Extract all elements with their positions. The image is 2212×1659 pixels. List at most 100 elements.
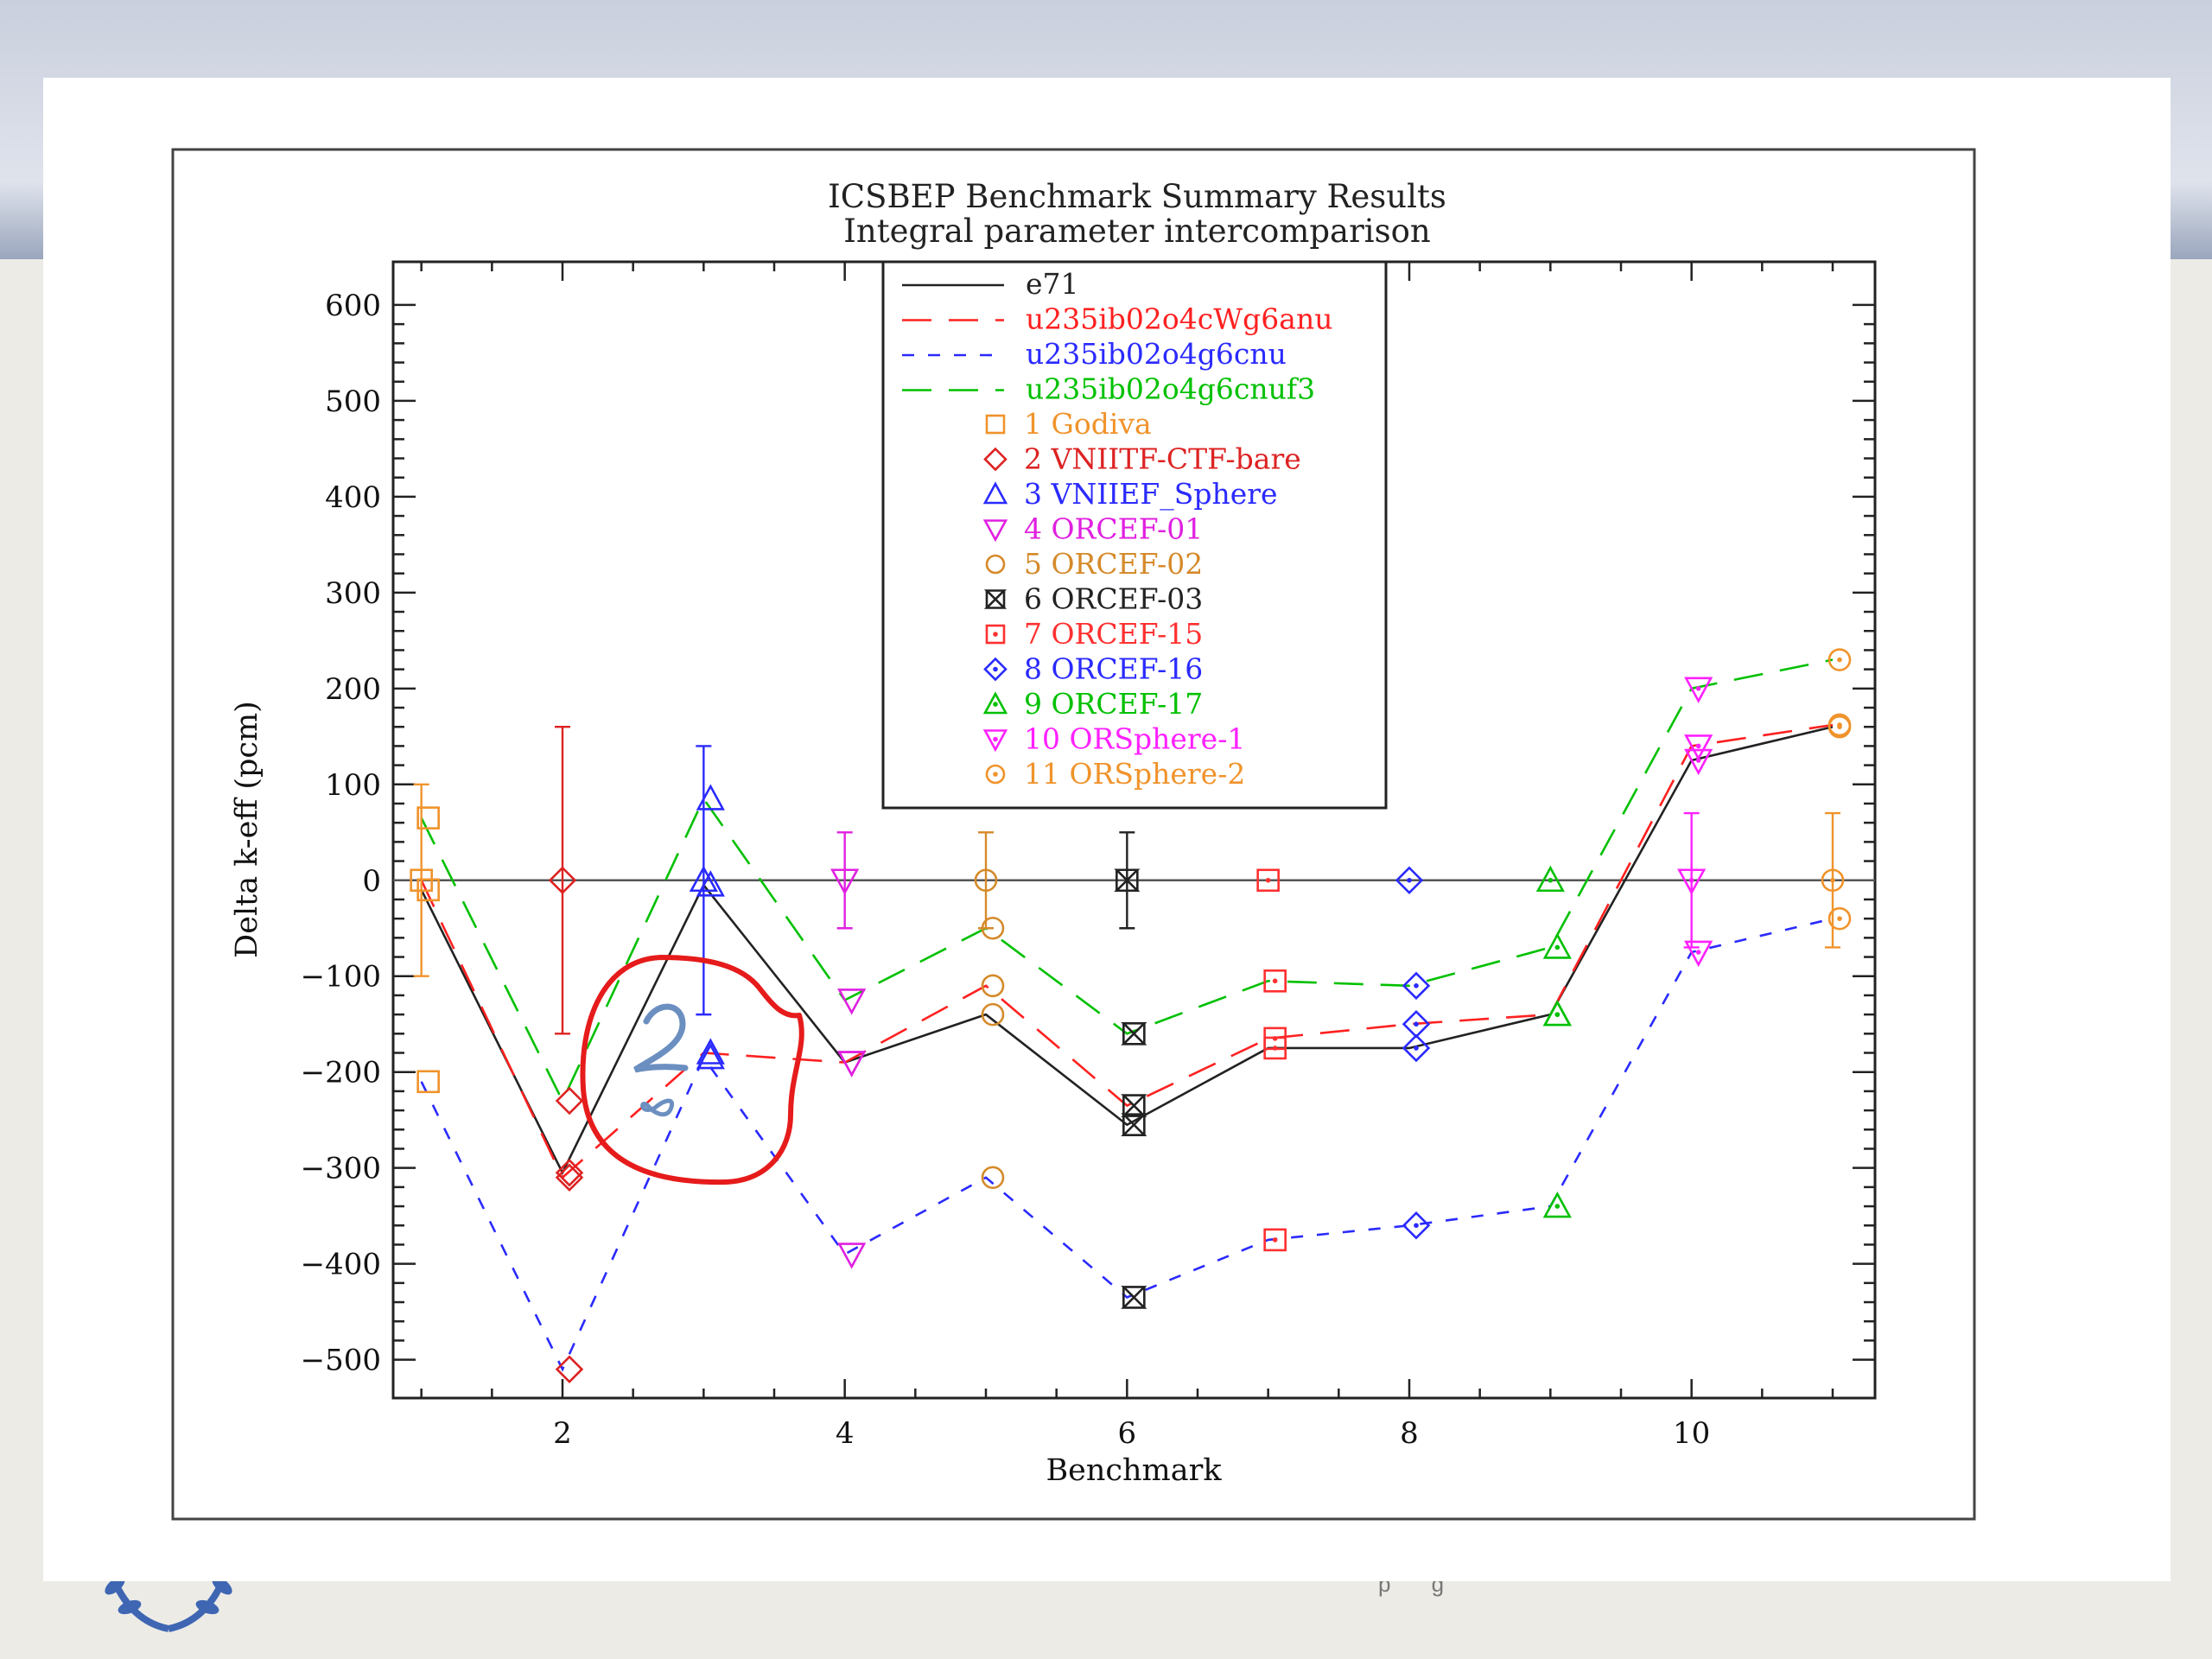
data-point-marker	[689, 865, 718, 893]
data-point-marker	[1684, 734, 1713, 761]
data-point-marker	[981, 974, 1005, 998]
y-axis-label: Delta k-eff (pcm)	[230, 701, 264, 958]
data-point-marker	[985, 554, 1006, 575]
chart-subtitle: Integral parameter intercomparison	[843, 213, 1430, 250]
series-line	[420, 723, 1834, 1179]
data-point-marker	[1121, 1113, 1147, 1137]
data-point-marker	[1827, 713, 1852, 737]
x-tick-label: 6	[1118, 1416, 1137, 1451]
data-point-marker	[837, 1243, 867, 1269]
data-point-marker	[1402, 1009, 1431, 1039]
y-tick-label: −300	[301, 1152, 381, 1186]
data-point-marker	[416, 1070, 440, 1094]
x-tick-label: 4	[836, 1416, 855, 1451]
legend-entry-label: 10 ORSphere-1	[1024, 722, 1245, 756]
legend-entry-label: 7 ORCEF-15	[1024, 617, 1203, 651]
y-tick-label: 0	[362, 864, 381, 899]
data-point-marker	[696, 870, 725, 897]
series-line	[420, 725, 1834, 1176]
data-point-marker	[555, 1158, 584, 1187]
data-point-marker	[982, 729, 1008, 753]
data-markers	[410, 648, 1852, 1383]
x-tick-label: 8	[1400, 1416, 1419, 1451]
data-point-marker	[1535, 865, 1565, 893]
data-point-marker	[1684, 677, 1713, 703]
legend: e71u235ib02o4cWg6anuu235ib02o4g6cnuu235i…	[881, 260, 1388, 810]
data-point-marker	[830, 868, 860, 895]
data-point-marker	[696, 784, 725, 810]
data-point-marker	[981, 1002, 1005, 1027]
data-point-marker	[974, 868, 998, 893]
data-point-marker	[1263, 969, 1287, 993]
data-point-marker	[1677, 868, 1707, 895]
data-point-marker	[696, 1042, 725, 1070]
legend-entry-label: u235ib02o4g6cnu	[1026, 337, 1287, 371]
data-point-marker	[983, 657, 1007, 682]
y-tick-label: −500	[301, 1344, 381, 1378]
handwritten-red-circle	[580, 955, 804, 1185]
legend-entry-label: 5 ORCEF-02	[1024, 547, 1203, 581]
x-axis-label: Benchmark	[1046, 1453, 1222, 1488]
chart-title: ICSBEP Benchmark Summary Results	[828, 178, 1446, 215]
data-point-marker	[837, 988, 867, 1015]
series-line	[420, 917, 1834, 1372]
legend-entry-label: 6 ORCEF-03	[1024, 582, 1203, 616]
x-tick-label: 10	[1673, 1416, 1710, 1451]
legend-entry-label: 1 Godiva	[1024, 407, 1152, 441]
data-point-marker	[1114, 868, 1141, 893]
data-point-marker	[1121, 1094, 1147, 1117]
data-point-marker	[982, 691, 1008, 715]
legend-entry-label: 8 ORCEF-16	[1024, 652, 1203, 686]
y-tick-label: 100	[325, 768, 381, 803]
handwritten-digit-2	[633, 1003, 689, 1073]
legend-entry-label: 9 ORCEF-17	[1024, 687, 1203, 721]
y-tick-label: −100	[301, 960, 381, 995]
y-tick-label: 500	[325, 385, 381, 419]
data-point-marker	[1827, 648, 1852, 671]
data-point-marker	[1827, 906, 1852, 931]
y-tick-label: 400	[325, 480, 381, 515]
data-point-marker	[548, 866, 577, 894]
data-point-marker	[983, 447, 1007, 472]
legend-entry-label: u235ib02o4cWg6anu	[1026, 302, 1332, 336]
data-point-marker	[1402, 1033, 1431, 1063]
data-point-marker	[981, 916, 1005, 940]
data-point-marker	[985, 624, 1006, 645]
data-point-marker	[1402, 1211, 1431, 1240]
data-point-marker	[982, 519, 1008, 543]
axis-ticks: 2 4 6 8 10 −500 −400 −300 −200 −100 0 100 200 300 400 5…	[301, 262, 1875, 1451]
data-point-marker	[1542, 1000, 1572, 1027]
legend-entry-label: 11 ORSphere-2	[1024, 757, 1245, 791]
legend-box	[881, 260, 1388, 810]
y-tick-label: 600	[325, 289, 381, 323]
y-tick-label: 300	[325, 576, 381, 611]
data-point-marker	[1121, 1022, 1147, 1046]
data-point-marker	[696, 1038, 725, 1065]
data-point-marker	[981, 1166, 1005, 1190]
series-line	[420, 658, 1834, 1103]
y-tick-label: −200	[301, 1056, 381, 1090]
data-point-marker	[555, 1163, 584, 1192]
legend-entry-label: e71	[1026, 267, 1079, 301]
data-point-marker	[1542, 932, 1572, 959]
handwritten-infinity	[640, 1098, 674, 1117]
data-point-marker	[1256, 868, 1280, 893]
y-tick-label: −400	[301, 1248, 381, 1282]
legend-entry-label: 3 VNIIEF_Sphere	[1024, 477, 1278, 512]
data-point-marker	[985, 414, 1006, 435]
legend-entry-label: u235ib02o4g6cnuf3	[1026, 372, 1315, 406]
y-tick-label: 200	[325, 672, 381, 707]
data-point-marker	[1684, 940, 1713, 968]
data-point-marker	[1402, 971, 1431, 1001]
data-point-marker	[555, 1086, 584, 1116]
data-point-marker	[416, 806, 440, 830]
data-point-marker	[1395, 866, 1424, 894]
data-point-marker	[837, 1051, 867, 1077]
data-point-marker	[1263, 1228, 1287, 1252]
x-tick-label: 2	[553, 1416, 572, 1451]
data-point-marker	[1542, 1191, 1572, 1218]
data-point-marker	[1263, 1027, 1287, 1051]
legend-entry-label: 4 ORCEF-01	[1024, 512, 1203, 546]
data-point-marker	[1821, 868, 1845, 893]
data-point-marker	[983, 589, 1007, 609]
